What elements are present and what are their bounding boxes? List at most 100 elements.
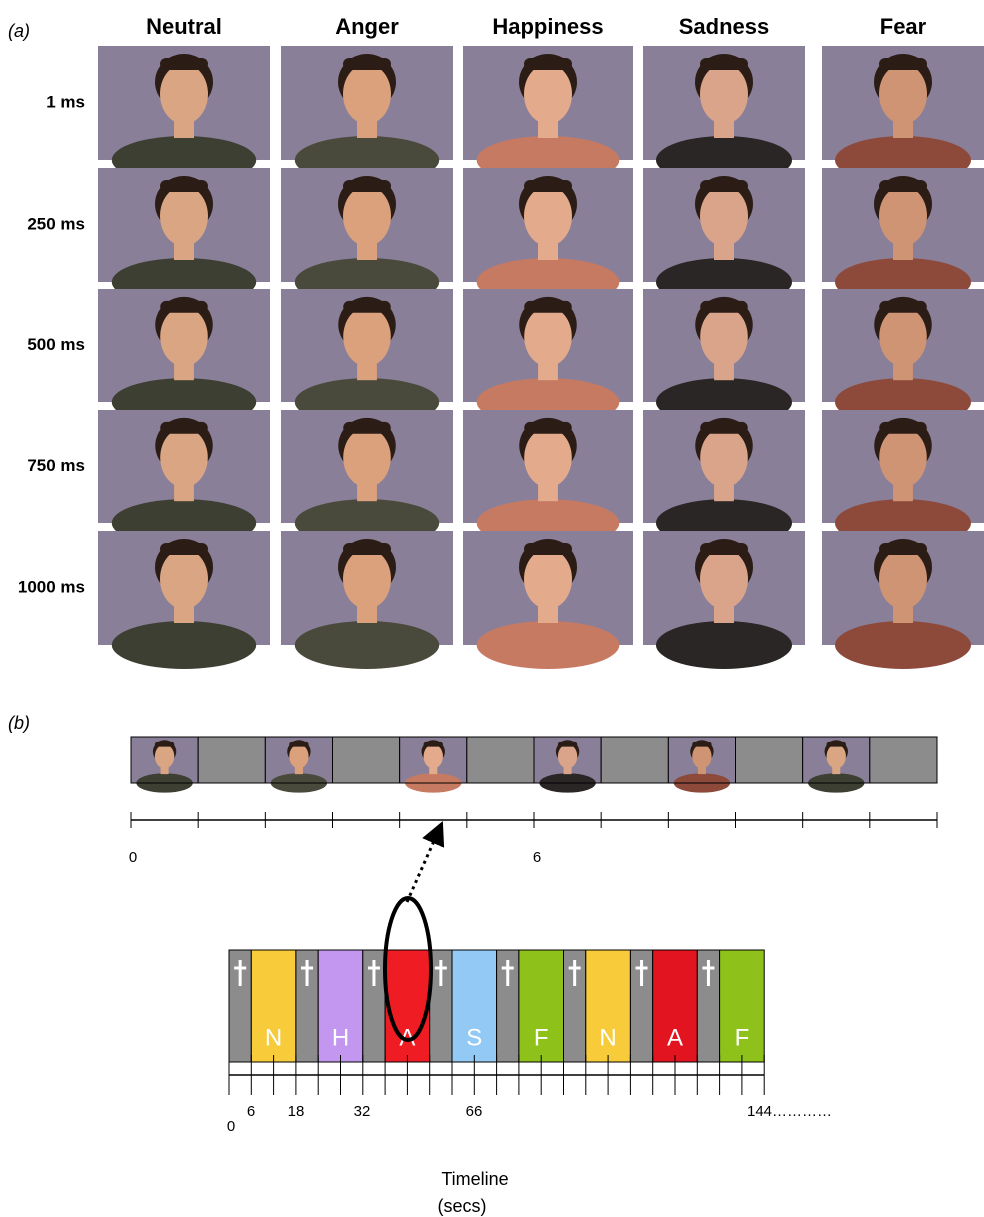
- fringe: [700, 300, 748, 313]
- fixation-cross: [434, 960, 447, 986]
- face-photo: [463, 531, 633, 669]
- face-photo: [98, 410, 270, 547]
- face-photo: [643, 168, 805, 306]
- face-photo: [802, 737, 870, 793]
- face-photo: [643, 46, 805, 184]
- face-photo: [643, 410, 805, 547]
- zoom-arrow: [405, 821, 445, 903]
- emotion-letter: A: [667, 1024, 683, 1051]
- column-header: Happiness: [492, 14, 603, 39]
- head: [160, 306, 208, 367]
- head: [343, 306, 391, 367]
- face-photo: [822, 531, 984, 669]
- fringe: [160, 300, 208, 313]
- row-header: 750 ms: [27, 456, 85, 475]
- emotion-letter: N: [599, 1024, 616, 1051]
- head: [700, 549, 748, 609]
- emotion-letter: H: [332, 1024, 349, 1051]
- shoulders: [834, 621, 972, 669]
- fringe: [343, 300, 391, 313]
- fringe: [879, 180, 927, 192]
- fringe: [160, 58, 208, 70]
- fringe: [700, 421, 748, 434]
- fringe: [524, 543, 572, 555]
- axis-title: Timeline: [441, 1169, 508, 1189]
- fringe: [700, 58, 748, 70]
- emotion-block: [652, 949, 698, 1063]
- face-photo: [463, 168, 633, 306]
- emotion-block: [250, 949, 297, 1063]
- blank-frame: [601, 737, 669, 783]
- face-photo: [281, 46, 453, 184]
- fringe: [524, 58, 572, 70]
- head: [343, 64, 391, 124]
- column-header: Neutral: [146, 14, 222, 39]
- strip-tick-label: 6: [533, 849, 541, 866]
- head: [700, 186, 748, 246]
- head: [423, 744, 443, 769]
- blank-frame: [198, 737, 266, 783]
- fringe: [692, 741, 712, 747]
- panel-a-label: (a): [8, 21, 30, 41]
- blank-frame: [332, 737, 400, 783]
- fringe: [343, 180, 391, 192]
- timeline-tick-label: 18: [288, 1103, 305, 1120]
- head: [160, 549, 208, 609]
- fringe: [524, 300, 572, 313]
- fringe: [557, 741, 578, 747]
- fringe: [160, 543, 208, 555]
- axis-unit: (secs): [438, 1196, 487, 1216]
- emotion-block: [585, 949, 631, 1063]
- fringe: [879, 543, 927, 555]
- fringe: [343, 58, 391, 70]
- fringe: [700, 180, 748, 192]
- head: [524, 306, 572, 367]
- fixation-cross: [301, 960, 314, 986]
- shoulders: [111, 621, 257, 669]
- fixation-cross: [234, 960, 247, 986]
- fixation-cross: [702, 960, 715, 986]
- fringe: [879, 58, 927, 70]
- head: [692, 744, 712, 769]
- head: [343, 549, 391, 609]
- timeline-tick-label: 66: [466, 1103, 483, 1120]
- timeline-tick-label: 32: [354, 1103, 371, 1120]
- column-header: Fear: [880, 14, 927, 39]
- head: [879, 64, 927, 124]
- emotion-block: [518, 949, 565, 1063]
- head: [343, 427, 391, 488]
- face-photo: [98, 289, 270, 426]
- face-photo: [822, 289, 984, 426]
- head: [879, 427, 927, 488]
- shoulders: [476, 621, 620, 669]
- face-photo: [463, 410, 633, 547]
- face-photo: [281, 531, 453, 669]
- face-photo: [668, 737, 736, 793]
- head: [826, 744, 846, 769]
- fringe: [700, 543, 748, 555]
- highlight-ellipse: [383, 896, 433, 1042]
- column-header: Sadness: [679, 14, 770, 39]
- head: [524, 427, 572, 488]
- fringe: [343, 543, 391, 555]
- face-photo: [463, 289, 633, 426]
- face-photo: [463, 46, 633, 184]
- fringe: [423, 741, 443, 747]
- timeline-tick-label: 6: [247, 1103, 255, 1120]
- row-header: 1 ms: [46, 92, 85, 111]
- fringe: [289, 741, 309, 747]
- row-header: 500 ms: [27, 335, 85, 354]
- shoulders: [655, 621, 793, 669]
- head: [879, 549, 927, 609]
- emotion-letter: N: [265, 1024, 282, 1051]
- fringe: [160, 180, 208, 192]
- head: [524, 186, 572, 246]
- head: [700, 64, 748, 124]
- blank-frame: [869, 737, 937, 783]
- emotion-block: [317, 949, 364, 1063]
- face-photo: [822, 168, 984, 306]
- fringe: [524, 180, 572, 192]
- emotion-letter: S: [466, 1024, 482, 1051]
- face-photo: [822, 46, 984, 184]
